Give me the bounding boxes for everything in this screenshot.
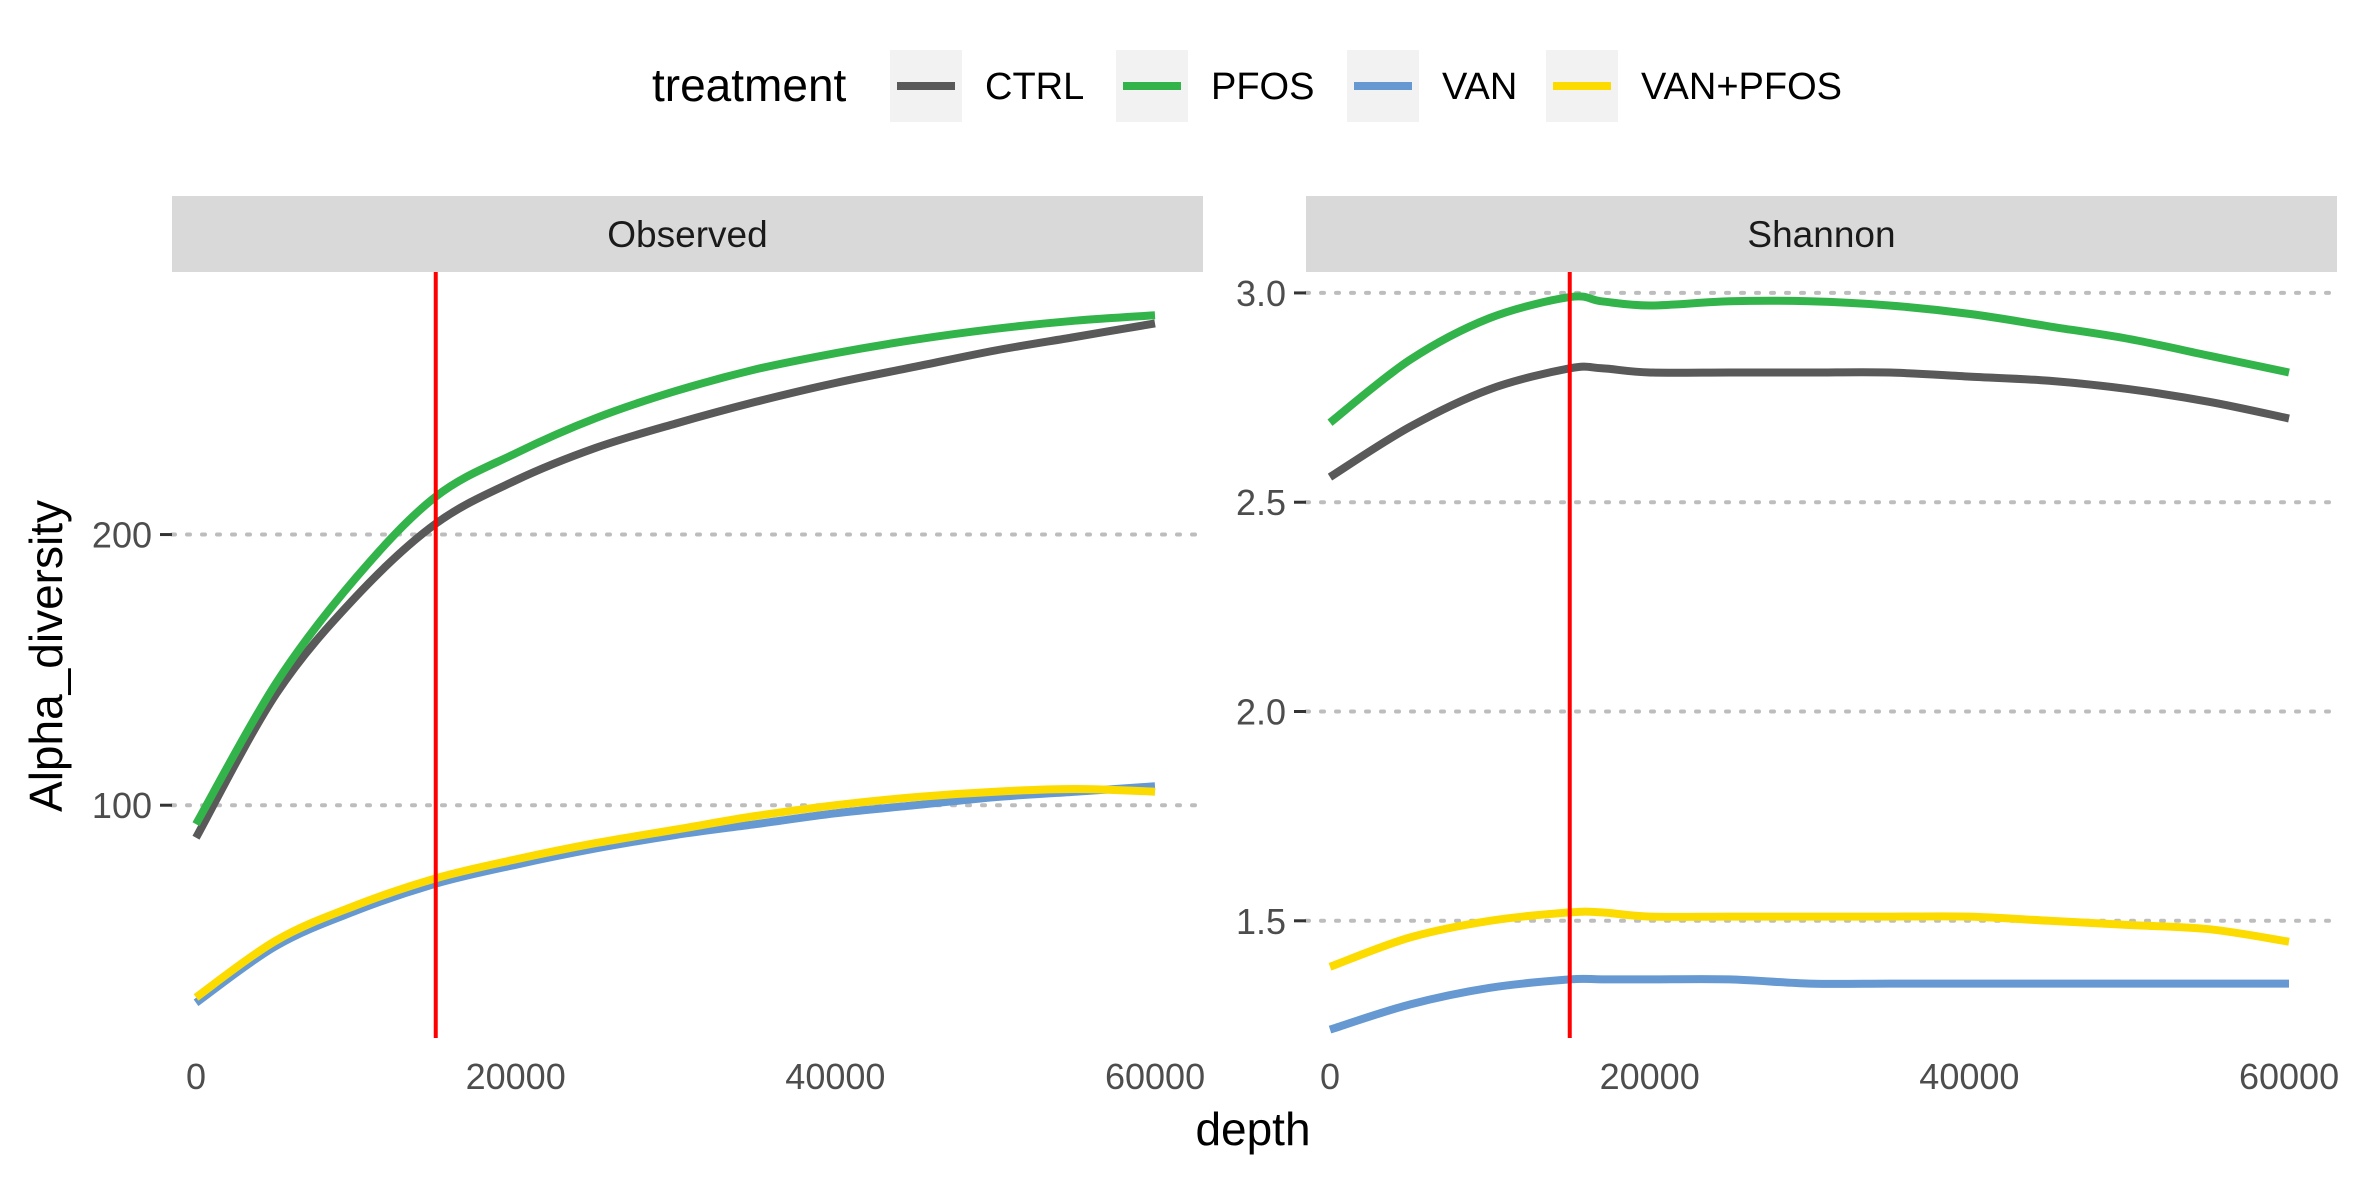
legend-label-van-pfos: VAN+PFOS: [1641, 66, 1842, 108]
legend-item-pfos: PFOS: [1116, 50, 1314, 122]
legend-title: treatment: [652, 59, 847, 111]
x-tick-label-shannon: 60000: [2239, 1056, 2339, 1097]
series-line-observed-ctrl: [192, 319, 1156, 840]
y-tick-label-shannon: 2.5: [1236, 482, 1286, 523]
legend-label-van: VAN: [1442, 66, 1517, 108]
y-tick-label-observed: 100: [92, 785, 152, 826]
strip-observed: [172, 196, 1203, 272]
strip-label-shannon: Shannon: [1747, 214, 1895, 255]
legend-label-ctrl: CTRL: [985, 66, 1084, 108]
legend: treatment CTRL PFOS VAN VAN+PFOS: [652, 50, 1842, 122]
x-tick-label-observed: 40000: [785, 1056, 885, 1097]
legend-item-van-pfos: VAN+PFOS: [1546, 50, 1842, 122]
y-tick-label-shannon: 3.0: [1236, 273, 1286, 314]
facet-panels: Observed 100 200 0 20000 40000 60000 Shannon 1.5…: [92, 196, 2339, 1097]
y-tick-label-observed: 200: [92, 515, 152, 556]
series-line-shannon-pfos: [1327, 292, 2290, 426]
legend-label-pfos: PFOS: [1211, 66, 1314, 108]
x-axis-title: depth: [1195, 1103, 1310, 1155]
y-axis-title: Alpha_diversity: [20, 500, 72, 812]
series-line-shannon-ctrl: [1327, 362, 2290, 481]
y-tick-label-shannon: 2.0: [1236, 692, 1286, 733]
x-tick-label-observed: 20000: [466, 1056, 566, 1097]
x-tick-label-observed: 60000: [1105, 1056, 1205, 1097]
strip-shannon: [1306, 196, 2337, 272]
panel-shannon: Shannon 1.5 2.0 2.5 3.0 0 20000 40000 60000: [1236, 196, 2339, 1097]
x-tick-label-shannon: 40000: [1919, 1056, 2019, 1097]
series-line-shannon-van: [1328, 974, 2289, 1034]
series-line-observed-pfos: [192, 311, 1156, 827]
x-tick-label-shannon: 0: [1320, 1056, 1340, 1097]
y-tick-label-shannon: 1.5: [1236, 901, 1286, 942]
legend-item-ctrl: CTRL: [890, 50, 1084, 122]
strip-label-observed: Observed: [607, 214, 767, 255]
series-line-observed-van-pfos: [193, 785, 1156, 1001]
legend-item-van: VAN: [1347, 50, 1517, 122]
x-tick-label-shannon: 20000: [1600, 1056, 1700, 1097]
series-line-observed-van: [193, 782, 1156, 1007]
panel-observed: Observed 100 200 0 20000 40000 60000: [92, 196, 1205, 1097]
x-tick-label-observed: 0: [186, 1056, 206, 1097]
series-line-shannon-van-pfos: [1328, 907, 2290, 971]
legend-items: CTRL PFOS VAN VAN+PFOS: [890, 50, 1842, 122]
